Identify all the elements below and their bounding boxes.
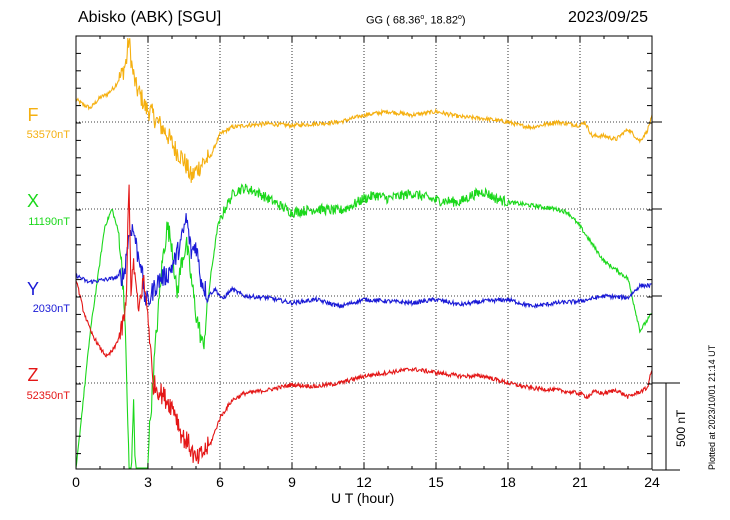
baseline-f: 53570nT [26,129,70,141]
x-tick-label: 18 [500,474,516,490]
station-coordinates: GG ( 68.36o, 18.82o) [366,14,466,27]
series-y-line [75,213,653,309]
coord-lat: GG ( 68.36 [366,14,421,27]
baseline-y: 2030nT [32,303,70,315]
coord-close: ) [461,14,466,27]
baseline-z: 52350nT [26,390,70,402]
x-tick-label: 9 [288,474,296,490]
scale-bar-label: 500 nT [674,409,688,447]
degree-mark-lat: o [420,14,425,21]
series-z-line [75,184,653,464]
degree-mark-lon: o [457,14,462,21]
x-tick-label: 6 [216,474,224,490]
label-f: F [27,105,39,125]
x-tick-label: 0 [72,474,80,490]
x-tick-label: 24 [644,474,660,490]
coord-lon: , 18.82 [424,14,458,27]
scale-bar [652,382,680,471]
x-tick-label: 21 [572,474,588,490]
baseline-x: 11190nT [28,216,70,228]
x-tick-label: 3 [144,474,152,490]
series-lines [75,37,653,469]
x-tick-label: 12 [356,474,372,490]
plotted-timestamp: Plotted at 2023/10/01 21:14 UT [707,344,717,470]
x-tick-label: 15 [428,474,444,490]
series-f-line [75,37,653,183]
label-x: X [26,191,39,211]
label-y: Y [26,279,39,299]
plot-date: 2023/09/25 [568,9,649,26]
label-z: Z [27,365,39,385]
x-axis-label: U T (hour) [331,490,395,506]
series-x-line [75,183,653,469]
station-title: Abisko (ABK) [SGU] [78,9,222,26]
grid [147,36,581,469]
